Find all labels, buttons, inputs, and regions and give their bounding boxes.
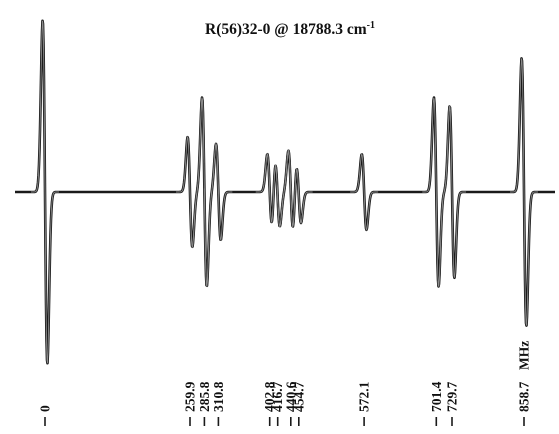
peak-label-9: 701.4: [429, 381, 444, 412]
spectrum-peak-7: [284, 150, 313, 228]
spectrum-peak-0: [31, 20, 59, 364]
spectrum-peak-10: [437, 106, 467, 287]
peak-label-1: 259.9: [183, 381, 198, 412]
spectrum-trace-group: [14, 19, 556, 365]
peak-label-6: 440.6: [283, 381, 298, 412]
peak-label-8: 572.1: [357, 381, 372, 412]
spectrum-peak-11: [510, 58, 538, 326]
peak-label-0: 0: [38, 405, 53, 412]
peak-label-3: 310.8: [211, 381, 226, 412]
spectrum-peak-3: [203, 142, 233, 287]
peak-label-unit: MHz: [517, 341, 532, 370]
peak-label-10: 729.7: [445, 381, 460, 412]
spectrum-trace: [14, 19, 556, 365]
peak-label-4: 402.8: [262, 381, 277, 412]
peak-label-5: 416.7: [270, 381, 285, 412]
peak-label-7: 454.7: [291, 381, 306, 412]
chart-title-superscript: -1: [367, 20, 375, 31]
peak-label-2: 285.8: [197, 381, 212, 412]
peak-label-11: 858.7: [517, 381, 532, 412]
chart-title: R(56)32-0 @ 18788.3 cm-1: [205, 20, 375, 38]
chart-title-main: R(56)32-0 @ 18788.3 cm: [205, 21, 367, 38]
spectrum-peak-8: [350, 153, 379, 231]
